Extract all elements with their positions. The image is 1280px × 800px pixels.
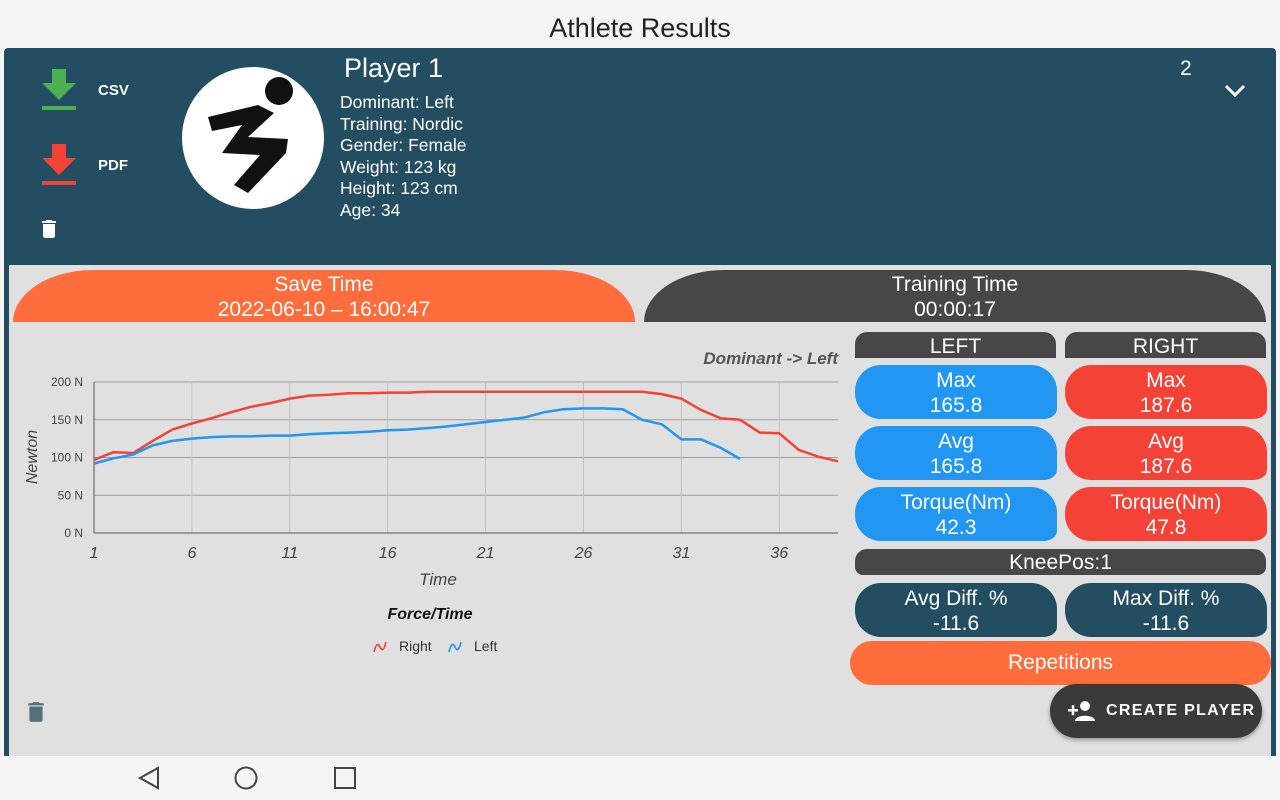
legend-label-left: Left	[474, 638, 497, 654]
create-player-button[interactable]: CREATE PLAYER	[1050, 684, 1262, 738]
app-title: Athlete Results	[549, 13, 731, 43]
session-count: 2	[1180, 57, 1192, 80]
player-dominant: Dominant: Left	[340, 92, 454, 112]
delete-player-button[interactable]	[37, 217, 61, 246]
player-info: Dominant: Left Training: Nordic Gender: …	[340, 92, 466, 221]
player-name: Player 1	[344, 53, 444, 83]
y-tick-label: 150 N	[51, 413, 83, 427]
avg-diff-card: Avg Diff. % -11.6	[855, 583, 1057, 637]
csv-download-button[interactable]: CSV	[40, 69, 129, 111]
right-max-card: Max 187.6	[1065, 365, 1267, 419]
x-tick-label: 26	[574, 545, 593, 562]
right-avg-label: Avg	[1148, 430, 1184, 453]
left-max-label: Max	[936, 369, 976, 392]
right-header: RIGHT	[1065, 332, 1266, 358]
legend-swatch-right	[373, 641, 387, 653]
nav-back-button[interactable]	[137, 765, 163, 796]
save-time-banner: Save Time 2022-06-10 – 16:00:47	[13, 270, 635, 322]
player-age: Age: 34	[340, 199, 401, 220]
max-diff-label: Max Diff. %	[1112, 587, 1220, 610]
max-diff-value: -11.6	[1142, 612, 1190, 635]
series-line-left	[93, 407, 741, 465]
download-icon	[42, 144, 76, 185]
trash-icon	[28, 702, 44, 722]
x-tick-label: 31	[672, 545, 690, 562]
right-avg-card: Avg 187.6	[1065, 426, 1267, 480]
left-max-value: 165.8	[929, 394, 983, 417]
right-torque-value: 47.8	[1145, 516, 1187, 539]
knee-position: KneePos:1	[855, 549, 1266, 575]
player-height: Height: 123 cm	[340, 178, 458, 198]
x-tick-label: 21	[476, 545, 495, 562]
trash-icon	[42, 220, 56, 238]
pdf-label: PDF	[98, 156, 128, 174]
x-axis-title: Time	[419, 570, 457, 589]
delete-result-button[interactable]	[27, 701, 45, 728]
legend-label-right: Right	[399, 638, 432, 654]
y-tick-label: 100 N	[51, 451, 83, 465]
y-tick-label: 50 N	[58, 488, 83, 502]
x-tick-label: 6	[187, 545, 196, 562]
player-avatar	[182, 67, 324, 209]
left-avg-label: Avg	[938, 430, 974, 453]
training-time-banner: Training Time 00:00:17	[644, 270, 1266, 322]
left-torque-value: 42.3	[935, 516, 977, 539]
pdf-download-button[interactable]: PDF	[40, 144, 128, 186]
collapse-button[interactable]	[1222, 78, 1248, 109]
left-avg-card: Avg 165.8	[855, 426, 1057, 480]
left-torque-label: Torque(Nm)	[900, 491, 1012, 514]
right-avg-value: 187.6	[1139, 455, 1193, 478]
chart-title: Force/Time	[387, 606, 472, 623]
avg-diff-value: -11.6	[932, 612, 980, 635]
avg-diff-label: Avg Diff. %	[904, 587, 1008, 610]
save-time-value: 2022-06-10 – 16:00:47	[217, 298, 431, 321]
x-tick-label: 1	[90, 545, 99, 562]
training-time-label: Training Time	[891, 273, 1019, 296]
csv-label: CSV	[98, 81, 129, 99]
training-time-value: 00:00:17	[914, 298, 996, 321]
left-torque-card: Torque(Nm) 42.3	[855, 487, 1057, 541]
back-triangle-icon	[137, 766, 159, 790]
nav-recents-button[interactable]	[332, 765, 358, 796]
max-diff-card: Max Diff. % -11.6	[1065, 583, 1267, 637]
y-tick-label: 0 N	[64, 526, 83, 540]
y-axis-title: Newton	[24, 430, 41, 484]
nav-home-button[interactable]	[233, 765, 259, 796]
right-max-value: 187.6	[1139, 394, 1193, 417]
save-time-label: Save Time	[274, 273, 374, 296]
recents-square-icon	[334, 767, 356, 789]
home-circle-icon	[234, 766, 258, 790]
add-person-icon	[1068, 701, 1095, 721]
player-training: Training: Nordic	[340, 113, 463, 134]
create-player-label: CREATE PLAYER	[1106, 702, 1256, 719]
legend-swatch-left	[448, 641, 462, 653]
y-tick-label: 200 N	[51, 375, 83, 389]
x-tick-label: 36	[770, 545, 788, 562]
x-tick-label: 16	[379, 545, 397, 562]
right-torque-label: Torque(Nm)	[1110, 491, 1222, 514]
left-avg-value: 165.8	[929, 455, 983, 478]
series-line-right	[93, 390, 839, 463]
dominant-label: Dominant -> Left	[703, 349, 838, 368]
chevron-down-icon	[1224, 84, 1246, 98]
left-max-card: Max 165.8	[855, 365, 1057, 419]
download-icon	[42, 69, 76, 110]
left-header: LEFT	[855, 332, 1056, 358]
right-torque-card: Torque(Nm) 47.8	[1065, 487, 1267, 541]
x-tick-label: 11	[281, 545, 298, 562]
athlete-logo-icon	[208, 77, 293, 193]
player-weight: Weight: 123 kg	[340, 156, 457, 177]
system-nav-bar	[0, 756, 1280, 800]
player-gender: Gender: Female	[340, 135, 467, 155]
right-max-label: Max	[1146, 369, 1186, 392]
repetitions-button[interactable]: Repetitions	[850, 641, 1271, 685]
